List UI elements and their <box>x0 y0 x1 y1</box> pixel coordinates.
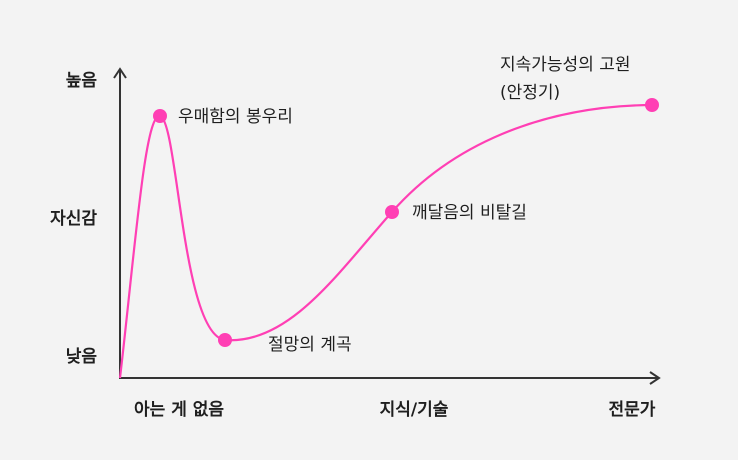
point-plateau-of-sustainability <box>645 98 659 112</box>
y-axis-arrow <box>113 67 127 79</box>
point-valley-of-despair <box>218 333 232 347</box>
x-label-knowledge: 지식/기술 <box>380 400 449 420</box>
x-label-expert: 전문가 <box>609 400 656 420</box>
y-label-confidence: 자신감 <box>50 209 97 229</box>
x-label-start: 아는 게 없음 <box>134 400 224 420</box>
point-peak-of-stupidity <box>153 109 167 123</box>
confidence-curve <box>118 103 653 379</box>
label-peak-of-stupidity: 우매함의 봉우리 <box>178 107 293 127</box>
label-plateau-line2: (안정기) <box>500 83 560 103</box>
label-valley-of-despair: 절망의 계곡 <box>268 335 352 355</box>
label-plateau-line1: 지속가능성의 고원 <box>500 55 631 75</box>
x-axis-arrow <box>649 371 661 385</box>
y-label-low: 낮음 <box>66 347 98 367</box>
point-slope-of-enlightenment <box>385 205 399 219</box>
label-slope-of-enlightenment: 깨달음의 비탈길 <box>412 203 527 223</box>
y-label-high: 높음 <box>66 71 98 91</box>
